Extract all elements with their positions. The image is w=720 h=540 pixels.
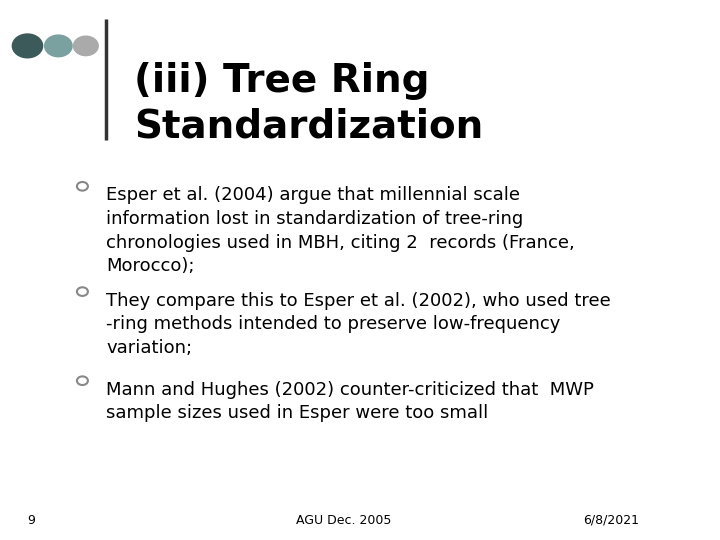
Text: They compare this to Esper et al. (2002), who used tree
-ring methods intended t: They compare this to Esper et al. (2002)… (107, 292, 611, 357)
Text: (iii) Tree Ring: (iii) Tree Ring (134, 62, 429, 100)
Circle shape (12, 34, 42, 58)
Circle shape (45, 35, 72, 57)
Text: 6/8/2021: 6/8/2021 (582, 514, 639, 526)
Text: Standardization: Standardization (134, 108, 483, 146)
Text: 9: 9 (27, 514, 35, 526)
Text: Esper et al. (2004) argue that millennial scale
information lost in standardizat: Esper et al. (2004) argue that millennia… (107, 186, 575, 275)
Text: Mann and Hughes (2002) counter-criticized that  MWP
sample sizes used in Esper w: Mann and Hughes (2002) counter-criticize… (107, 381, 594, 422)
Text: AGU Dec. 2005: AGU Dec. 2005 (296, 514, 391, 526)
Circle shape (73, 36, 98, 56)
